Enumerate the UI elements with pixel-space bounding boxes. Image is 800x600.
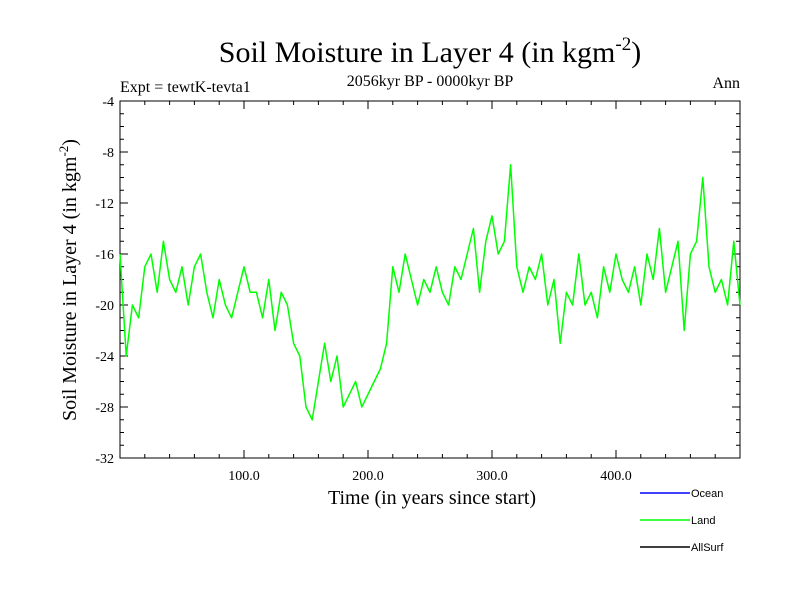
y-tick-label: -8 — [102, 146, 114, 161]
chart-legend: Ocean Land AllSurf — [640, 488, 724, 554]
legend-label-ocean: Ocean — [691, 488, 723, 500]
x-axis-label: Time (in years since start) — [328, 487, 536, 509]
x-tick-label: 300.0 — [476, 469, 508, 484]
y-tick-label: -12 — [95, 197, 114, 212]
y-axis-ticks: -32 -28 -24 -20 -16 -12 -8 -4 — [95, 95, 740, 467]
y-tick-label: -16 — [95, 248, 114, 263]
y-tick-label: -24 — [95, 350, 114, 365]
chart-title-superscript: -2 — [615, 34, 631, 55]
y-tick-label: -4 — [102, 95, 114, 110]
x-tick-label: 200.0 — [352, 469, 384, 484]
chart-title-main: Soil Moisture in Layer 4 (in kgm — [219, 36, 616, 69]
y-axis-label-close: ) — [59, 139, 81, 146]
x-tick-label: 400.0 — [600, 469, 632, 484]
y-tick-label: -32 — [95, 452, 114, 467]
plot-frame — [119, 100, 741, 459]
legend-label-land: Land — [691, 515, 715, 527]
season-label: Ann — [712, 75, 740, 92]
y-axis-label: Soil Moisture in Layer 4 (in kgm-2) — [56, 139, 81, 421]
experiment-label: Expt = tewtK-tevta1 — [120, 79, 251, 96]
y-axis-label-main: Soil Moisture in Layer 4 (in kgm — [59, 156, 81, 421]
x-tick-label: 100.0 — [228, 469, 260, 484]
chart-title: Soil Moisture in Layer 4 (in kgm-2) — [219, 34, 641, 69]
chart-subtitle: 2056kyr BP - 0000kyr BP — [347, 73, 514, 90]
y-tick-label: -20 — [95, 299, 114, 314]
y-tick-label: -28 — [95, 401, 114, 416]
y-axis-label-superscript: -2 — [56, 146, 71, 157]
x-axis-ticks: 100.0 200.0 300.0 400.0 — [119, 101, 741, 484]
land-series-line — [119, 164, 741, 421]
chart-title-close: ) — [631, 36, 641, 69]
legend-label-allsurf: AllSurf — [691, 542, 724, 554]
